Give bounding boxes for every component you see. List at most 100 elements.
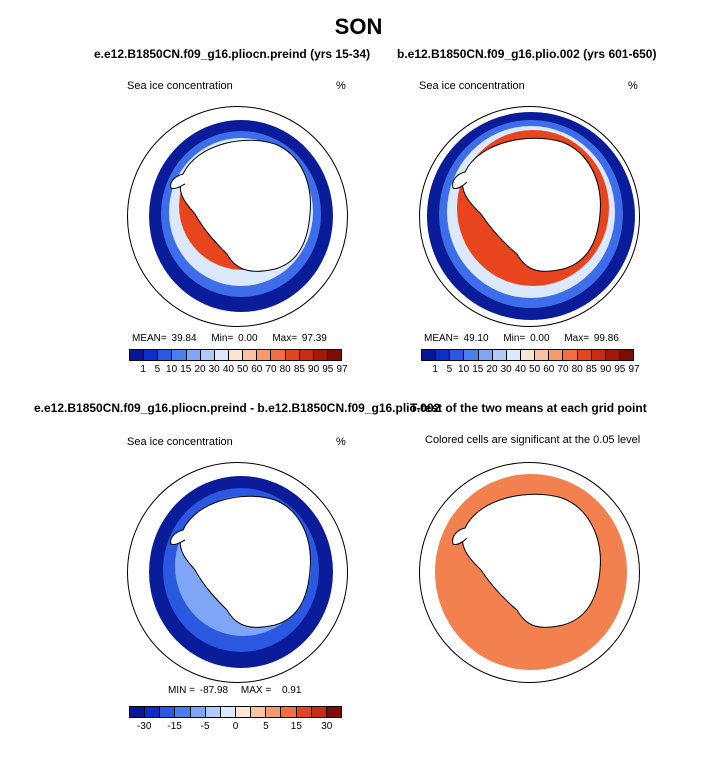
panel1-colorbar-ticks: 1 5 10 15 20 30 40 50 60 70 80 85 90 95 97 (129, 364, 347, 376)
colorbar-tick-label: 1 (432, 364, 438, 375)
colorbar-cell (266, 707, 282, 717)
colorbar-tick-label: -5 (200, 721, 210, 732)
colorbar-cell (492, 350, 507, 360)
panel1-title: e.e12.B1850CN.f09_g16.pliocn.preind (yrs… (94, 47, 371, 61)
colorbar-tick-label: 97 (628, 364, 640, 375)
panel2-antarctica (461, 137, 601, 272)
panel1-stats: MEAN= 39.84 Min= 0.00 Max= 97.39 (132, 333, 329, 344)
panel2-title: b.e12.B1850CN.f09_g16.plio.002 (yrs 601-… (397, 47, 657, 61)
panel2-min-label: Min= (503, 333, 526, 344)
colorbar-cell (205, 707, 221, 717)
colorbar-cell (144, 350, 159, 360)
colorbar-tick-label: 10 (166, 364, 178, 375)
colorbar-cell (436, 350, 451, 360)
panel2-colorbar-ticks: 1 5 10 15 20 30 40 50 60 70 80 85 90 95 97 (421, 364, 639, 376)
colorbar-cell (281, 707, 297, 717)
panel1-min-label: Min= (211, 333, 234, 344)
colorbar-tick-label: 90 (308, 364, 320, 375)
panel1-mean-label: MEAN= (132, 333, 167, 344)
colorbar-cell (326, 707, 341, 717)
panel3-min-label: MIN = (168, 685, 195, 696)
colorbar-tick-label: 10 (458, 364, 470, 375)
panel2-left-label: Sea ice concentration (419, 80, 525, 92)
colorbar-tick-label: 95 (614, 364, 626, 375)
colorbar-tick-label: 50 (529, 364, 541, 375)
panel4-antarctica (461, 493, 601, 628)
colorbar-cell (160, 707, 176, 717)
panel1-mean: 39.84 (171, 333, 197, 344)
colorbar-tick-label: 40 (222, 364, 234, 375)
panel1-max: 97.39 (301, 333, 327, 344)
panel2-unit-label: % (628, 80, 638, 92)
panel1-map (127, 106, 348, 327)
panel2-stats: MEAN= 49.10 Min= 0.00 Max= 99.86 (424, 333, 621, 344)
colorbar-cell (450, 350, 465, 360)
colorbar-tick-label: 60 (543, 364, 555, 375)
colorbar-cell (299, 350, 314, 360)
panel4-peninsula (452, 527, 468, 545)
colorbar-tick-label: 80 (571, 364, 583, 375)
panel2-min: 0.00 (530, 333, 550, 344)
panel3-title: e.e12.B1850CN.f09_g16.pliocn.preind - b.… (34, 401, 441, 415)
panel4-map (419, 462, 640, 683)
colorbar-cell (158, 350, 173, 360)
colorbar-tick-label: 85 (293, 364, 305, 375)
colorbar-tick-label: 15 (290, 721, 302, 732)
colorbar-tick-label: 15 (472, 364, 484, 375)
panel3-min: -87.98 (199, 685, 229, 696)
colorbar-cell (296, 707, 312, 717)
panel1-peninsula (170, 173, 186, 189)
colorbar-tick-label: 85 (585, 364, 597, 375)
colorbar-cell (130, 350, 145, 360)
panel2-colorbar (421, 349, 634, 361)
colorbar-tick-label: -30 (136, 721, 152, 732)
colorbar-tick-label: 5 (446, 364, 453, 375)
panel3-colorbar-ticks: -30 -15 -5 0 5 15 30 (129, 721, 342, 733)
colorbar-cell (591, 350, 606, 360)
panel1-unit-label: % (336, 80, 346, 92)
colorbar-cell (464, 350, 479, 360)
colorbar-tick-label: 1 (140, 364, 146, 375)
colorbar-cell (235, 707, 252, 717)
colorbar-cell (251, 707, 267, 717)
panel4-left-label: Colored cells are significant at the 0.0… (425, 434, 641, 446)
colorbar-tick-label: 80 (279, 364, 291, 375)
panel3-max-label: MAX = (240, 685, 272, 696)
colorbar-cell (313, 350, 328, 360)
colorbar-cell (506, 350, 521, 360)
colorbar-tick-label: 5 (263, 721, 269, 732)
colorbar-cell (520, 350, 536, 360)
panel3-peninsula (170, 529, 186, 545)
colorbar-tick-label: 90 (600, 364, 612, 375)
colorbar-tick-label: 0 (232, 721, 239, 732)
panel3-antarctica (179, 495, 311, 628)
colorbar-cell (145, 707, 161, 717)
colorbar-tick-label: 70 (265, 364, 277, 375)
colorbar-tick-label: 95 (322, 364, 334, 375)
colorbar-cell (563, 350, 578, 360)
panel2-mean: 49.10 (463, 333, 489, 344)
colorbar-tick-label: 40 (514, 364, 526, 375)
colorbar-cell (257, 350, 272, 360)
colorbar-cell (422, 350, 437, 360)
colorbar-cell (228, 350, 244, 360)
panel1-max-label: Max= (272, 333, 298, 344)
panel3-max: 0.91 (281, 685, 302, 696)
panel3-map (127, 462, 348, 683)
colorbar-tick-label: 15 (180, 364, 192, 375)
panel2-map (419, 106, 640, 327)
colorbar-cell (214, 350, 229, 360)
colorbar-cell (190, 707, 206, 717)
colorbar-cell (271, 350, 286, 360)
colorbar-cell (577, 350, 592, 360)
colorbar-cell (549, 350, 564, 360)
panel2-max-label: Max= (564, 333, 590, 344)
colorbar-cell (311, 707, 327, 717)
colorbar-cell (172, 350, 187, 360)
colorbar-tick-label: 60 (251, 364, 263, 375)
panel3-stats: MIN = -87.98 MAX = 0.91 (168, 685, 303, 696)
panel2-max: 99.86 (593, 333, 619, 344)
colorbar-tick-label: 20 (194, 364, 206, 375)
colorbar-cell (200, 350, 215, 360)
colorbar-cell (186, 350, 201, 360)
